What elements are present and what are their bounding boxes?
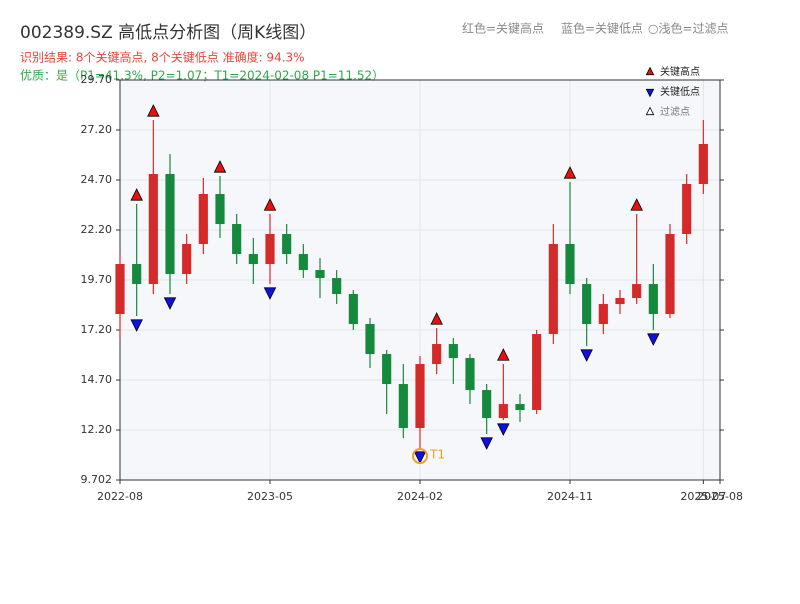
candle-body — [498, 404, 508, 419]
y-tick-label: 29.70 — [81, 73, 113, 86]
candle-body — [665, 234, 675, 315]
candle-body — [148, 174, 158, 285]
y-tick-label: 27.20 — [81, 123, 113, 136]
key-point-marker — [263, 198, 277, 211]
candle-body — [248, 254, 258, 265]
candle-body — [265, 234, 275, 265]
legend-marker — [645, 106, 655, 116]
candle-body — [432, 344, 442, 365]
key-point-marker — [563, 166, 577, 179]
key-point-marker — [630, 198, 643, 211]
y-tick-label: 14.70 — [81, 373, 113, 386]
key-point-marker — [263, 287, 277, 300]
candle-body — [598, 304, 608, 325]
t1-label: T1 — [429, 448, 445, 462]
x-tick-label: 2022-08 — [97, 490, 143, 503]
legend-label: 关键低点 — [660, 85, 700, 98]
chart-title: 002389.SZ 高低点分析图（周K线图） — [20, 23, 316, 43]
candle-body — [632, 284, 642, 299]
key-point-marker — [413, 451, 427, 464]
candle-body — [232, 224, 242, 255]
key-point-marker — [430, 312, 443, 325]
key-point-marker — [497, 423, 510, 436]
subtitle: 识别结果: 8个关键高点, 8个关键低点 准确度: 94.3% — [20, 50, 305, 65]
key-point-marker — [130, 319, 143, 332]
candle-body — [532, 334, 542, 411]
candle-body — [132, 264, 142, 285]
candle-body — [215, 194, 225, 225]
y-tick-label: 24.70 — [81, 173, 113, 186]
candle-body — [398, 384, 408, 429]
candle-body — [115, 264, 125, 315]
legend-label: 关键高点 — [660, 65, 700, 78]
header-legend-text: 红色=关键高点 — [462, 21, 544, 36]
candle-body — [648, 284, 658, 315]
header-legend-text: 蓝色=关键低点 — [561, 22, 643, 36]
key-point-marker — [130, 188, 143, 201]
candle-body — [465, 358, 475, 391]
t1-circle — [412, 448, 428, 465]
candle-body — [615, 298, 625, 305]
x-tick-label: 2024-02 — [397, 490, 443, 503]
y-tick-label: 19.70 — [81, 273, 113, 286]
candle-body — [365, 324, 375, 355]
candle-body — [282, 234, 292, 255]
y-tick-label: 12.20 — [81, 423, 113, 436]
candle-body — [348, 294, 358, 325]
y-tick-label: 9.702 — [81, 473, 113, 486]
key-point-marker — [163, 297, 177, 310]
y-tick-label: 17.20 — [81, 323, 113, 336]
candle-body — [315, 270, 325, 279]
candle-body — [548, 244, 558, 335]
key-point-marker — [480, 437, 493, 450]
x-tick-label: 2024-11 — [547, 490, 593, 503]
header-legend-text: ○浅色=过滤点 — [648, 22, 729, 36]
legend-marker — [645, 66, 655, 76]
candle-body — [698, 144, 708, 185]
candle-body — [332, 278, 342, 295]
candle-body — [682, 184, 692, 235]
candle-body — [382, 354, 392, 385]
candle-body — [582, 284, 592, 325]
candle-body — [448, 344, 458, 359]
y-tick-label: 22.20 — [81, 223, 113, 236]
legend-label: 过滤点 — [660, 105, 690, 118]
candle-body — [482, 390, 492, 419]
x-tick-label: 2025-08 — [697, 490, 743, 503]
candle-body — [165, 174, 175, 275]
candle-body — [182, 244, 192, 275]
key-point-marker — [147, 104, 160, 117]
key-point-marker — [497, 348, 510, 361]
candle-body — [415, 364, 425, 429]
candle-body — [515, 404, 525, 411]
subtitle: 优质：是（P1=41.3%, P2=1.07；T1=2024-02-08 P1=… — [20, 69, 384, 83]
candle-body — [565, 244, 575, 285]
candle-body — [298, 254, 308, 271]
legend-marker — [645, 88, 655, 98]
candle-body — [198, 194, 208, 245]
x-tick-label: 2023-05 — [247, 490, 293, 503]
x-tick-label: 2025-07 — [680, 490, 726, 503]
key-point-marker — [647, 333, 660, 346]
key-point-marker — [213, 160, 227, 173]
key-point-marker — [580, 349, 593, 362]
